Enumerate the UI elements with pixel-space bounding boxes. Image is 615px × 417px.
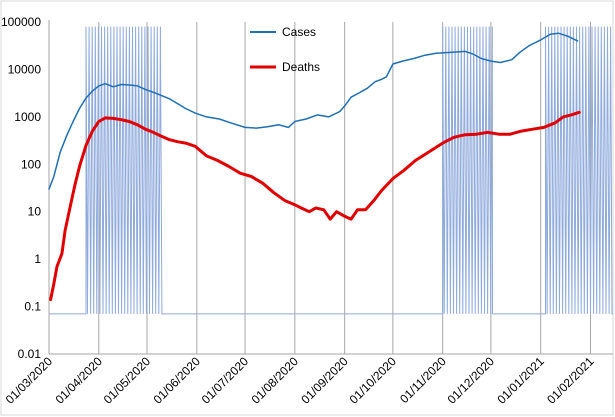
y-tick-label: 100000 bbox=[1, 15, 41, 29]
deaths-series bbox=[49, 110, 581, 302]
legend-label-deaths: Deaths bbox=[282, 60, 320, 74]
cases-line bbox=[48, 32, 579, 190]
y-tick-labels: 0.01 0.1 1 10 100 1000 10000 100000 bbox=[1, 15, 41, 361]
y-tick-label: 100 bbox=[21, 157, 41, 171]
legend-label-cases: Cases bbox=[282, 25, 316, 39]
y-tick-label: 10 bbox=[28, 205, 42, 219]
y-tick-label: 10000 bbox=[8, 62, 42, 76]
y-tick-label: 0.01 bbox=[18, 347, 42, 361]
y-tick-label: 0.1 bbox=[24, 300, 41, 314]
deaths-line bbox=[49, 110, 581, 302]
axes bbox=[48, 20, 613, 355]
y-tick-label: 1000 bbox=[14, 110, 41, 124]
restriction-bands-line bbox=[49, 26, 613, 315]
y-tick-label: 1 bbox=[34, 252, 41, 266]
legend: Cases Deaths bbox=[250, 25, 320, 74]
restriction-bands-series bbox=[49, 26, 613, 315]
cases-series bbox=[48, 32, 579, 190]
